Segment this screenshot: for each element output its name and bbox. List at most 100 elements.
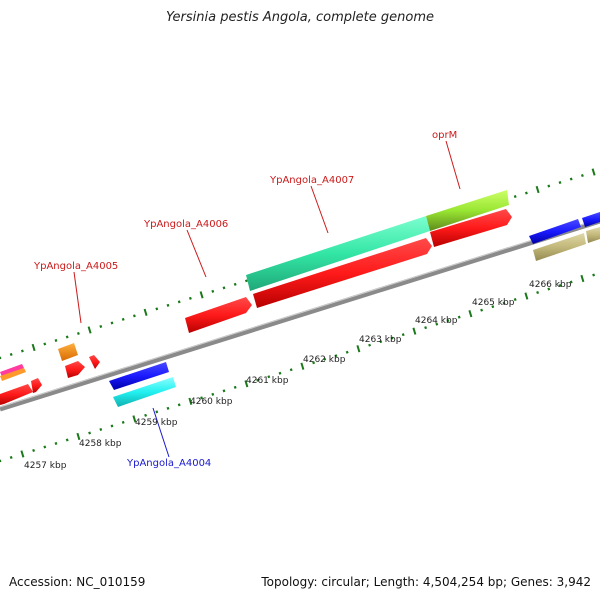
genome-summary-text: Topology: circular; Length: 4,504,254 bp… — [261, 575, 591, 589]
gene-label-ypangola-a4006[interactable]: YpAngola_A4006 — [143, 219, 228, 230]
outer-tick-mark — [110, 321, 114, 325]
inner-tick-mark — [368, 343, 372, 347]
gene-arrow-red-long[interactable] — [253, 238, 432, 308]
outer-tick-mark — [121, 317, 125, 321]
accession-text: Accession: NC_010159 — [9, 575, 146, 589]
kbp-label-4266: 4266 kbp — [529, 280, 572, 290]
gene-arrow-ypangola-a4004-cyan[interactable] — [113, 377, 176, 407]
outer-tick-mark — [591, 168, 596, 176]
outer-tick-mark — [76, 331, 80, 335]
gene-arrow-right-blue[interactable] — [529, 219, 581, 244]
inner-tick-mark — [491, 305, 495, 309]
callout-line-a4007 — [310, 185, 329, 234]
inner-tick-mark — [334, 354, 338, 358]
callout-line-a4004 — [152, 407, 170, 458]
inner-tick-mark — [379, 340, 383, 344]
inner-tick-mark — [356, 345, 361, 353]
callout-line-a4006 — [186, 229, 207, 278]
outer-tick-mark — [524, 191, 528, 195]
inner-tick-mark — [144, 413, 148, 417]
reverse-strand-features — [109, 212, 600, 407]
inner-tick-mark — [345, 350, 349, 354]
inner-tick-mark — [9, 455, 13, 459]
inner-tick-mark — [390, 336, 394, 340]
gene-arrow-small-red-2[interactable] — [89, 355, 100, 369]
outer-tick-mark — [188, 296, 192, 300]
gene-arrow-ypangola-a4004-blue[interactable] — [109, 362, 169, 390]
gene-arrow-right-blue-2[interactable] — [582, 212, 600, 227]
inner-tick-mark — [222, 389, 226, 393]
gene-arrow-ypangola-a4006[interactable] — [185, 297, 252, 333]
inner-tick-mark — [110, 424, 114, 428]
genome-backbone-highlight — [0, 218, 600, 408]
callout-line-a4005 — [73, 271, 82, 324]
inner-tick-mark — [457, 315, 461, 319]
inner-tick-mark — [256, 378, 260, 382]
inner-tick-mark — [132, 415, 137, 423]
outer-tick-mark — [155, 307, 159, 311]
gene-arrow-right-khaki[interactable] — [533, 233, 586, 261]
inner-tick-ring — [0, 273, 596, 463]
outer-tick-mark — [199, 291, 204, 299]
forward-strand-features — [0, 190, 512, 405]
outer-tick-mark — [211, 289, 215, 293]
inner-tick-mark — [480, 308, 484, 312]
kbp-label-4264: 4264 kbp — [415, 316, 458, 326]
gene-arrow-small-red-1[interactable] — [31, 378, 42, 393]
gene-arrow-red-oprm[interactable] — [430, 209, 512, 247]
gene-arrow-small-orange[interactable] — [58, 343, 78, 361]
inner-tick-mark — [166, 406, 170, 410]
inner-tick-mark — [424, 326, 428, 330]
outer-tick-mark — [233, 282, 237, 286]
inner-tick-mark — [558, 284, 562, 288]
outer-tick-mark — [87, 326, 92, 334]
gene-arrow-partial-left-red[interactable] — [0, 384, 33, 405]
gene-arrow-ypangola-a4005[interactable] — [65, 361, 85, 378]
outer-tick-mark — [177, 300, 181, 304]
gene-label-oprm[interactable]: oprM — [432, 130, 457, 141]
gene-arrow-oprm[interactable] — [426, 190, 509, 231]
gene-label-ypangola-a4007[interactable]: YpAngola_A4007 — [269, 175, 354, 186]
inner-tick-mark — [20, 450, 25, 458]
inner-tick-mark — [200, 396, 204, 400]
inner-tick-mark — [121, 420, 125, 424]
gene-arrow-ypangola-a4007[interactable] — [246, 216, 430, 291]
outer-tick-mark — [31, 343, 36, 352]
inner-tick-mark — [592, 273, 596, 277]
inner-tick-mark — [289, 368, 293, 372]
inner-tick-mark — [502, 301, 506, 305]
inner-tick-mark — [468, 310, 473, 318]
inner-tick-mark — [88, 431, 92, 435]
inner-tick-mark — [278, 371, 282, 375]
outer-tick-mark — [513, 195, 517, 199]
inner-tick-mark — [32, 448, 36, 452]
gene-label-ypangola-a4005[interactable]: YpAngola_A4005 — [33, 261, 118, 272]
outer-tick-mark — [244, 279, 248, 283]
inner-tick-mark — [312, 361, 316, 365]
outer-tick-mark — [65, 335, 69, 339]
map-title: Yersinia pestis Angola, complete genome — [166, 10, 434, 25]
inner-tick-mark — [177, 403, 181, 407]
kbp-label-4263: 4263 kbp — [359, 335, 402, 345]
inner-tick-mark — [412, 327, 417, 335]
gene-arrow-partial-left-orange[interactable] — [0, 368, 26, 381]
kbp-label-4265: 4265 kbp — [472, 298, 515, 308]
gene-arrow-right-khaki-2[interactable] — [586, 227, 600, 243]
inner-tick-mark — [569, 280, 573, 284]
outer-tick-mark — [43, 342, 47, 346]
inner-tick-mark — [300, 362, 305, 370]
callout-line-oprm — [445, 140, 461, 190]
inner-tick-mark — [323, 357, 327, 361]
gene-labels: YpAngola_A4004 YpAngola_A4005 YpAngola_A… — [33, 130, 457, 469]
inner-tick-mark — [155, 410, 159, 414]
inner-tick-mark — [435, 322, 439, 326]
inner-tick-mark — [188, 397, 193, 405]
gene-arrow-partial-left-pink[interactable] — [0, 364, 24, 377]
inner-tick-mark — [99, 427, 103, 431]
inner-tick-mark — [401, 333, 405, 337]
kbp-label-4257: 4257 kbp — [24, 461, 67, 471]
kbp-label-4260: 4260 kbp — [190, 397, 233, 407]
kbp-label-4258: 4258 kbp — [79, 439, 122, 449]
gene-label-ypangola-a4004[interactable]: YpAngola_A4004 — [126, 458, 211, 469]
